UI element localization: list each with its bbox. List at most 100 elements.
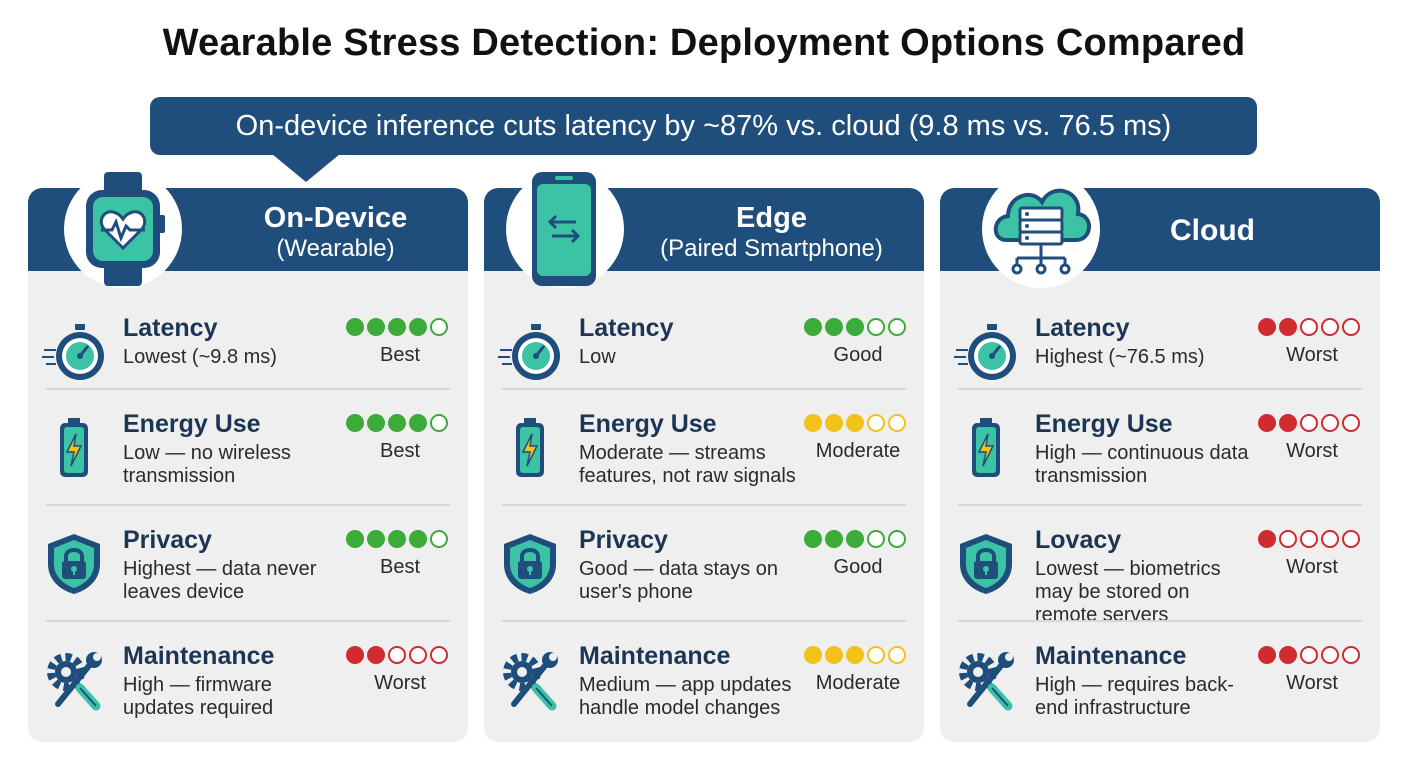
rating-dot-empty bbox=[867, 530, 885, 548]
rating-label: Best bbox=[379, 344, 421, 366]
rating-dot-filled bbox=[367, 646, 385, 664]
rating-dot-empty bbox=[888, 414, 906, 432]
rating-dot-empty bbox=[1342, 530, 1360, 548]
rating-dots bbox=[346, 414, 448, 432]
metric-row: Maintenance High — requires back-end infr… bbox=[940, 642, 1380, 742]
battery-icon bbox=[498, 416, 562, 480]
metric-description: Highest (~76.5 ms) bbox=[1035, 346, 1205, 368]
rating-dot-empty bbox=[430, 318, 448, 336]
card-on-device: On-Device (Wearable) Latency Lowest (~9.8… bbox=[28, 188, 468, 742]
metric-title: Energy Use bbox=[123, 410, 261, 438]
shield-lock-icon bbox=[498, 532, 562, 596]
rating-label: Worst bbox=[1286, 344, 1338, 366]
rating-dots bbox=[1258, 530, 1360, 548]
rating-dots bbox=[804, 414, 906, 432]
rating-dot-filled bbox=[825, 318, 843, 336]
rating-label: Good bbox=[833, 556, 883, 578]
metric-description: Medium — app updates handle model change… bbox=[579, 674, 792, 719]
row-divider bbox=[958, 504, 1362, 506]
rating-dot-filled bbox=[846, 646, 864, 664]
metric-description: Moderate — streams features, not raw sig… bbox=[579, 442, 796, 487]
rating-dot-filled bbox=[388, 318, 406, 336]
rating-dots bbox=[804, 530, 906, 548]
rating-dot-empty bbox=[1321, 646, 1339, 664]
rating-dot-empty bbox=[1321, 530, 1339, 548]
rating-dot-empty bbox=[867, 646, 885, 664]
rating-dot-filled bbox=[367, 318, 385, 336]
rating-dots bbox=[1258, 646, 1360, 664]
card-title: On-Device bbox=[263, 202, 408, 234]
metric-row: Latency Low Good bbox=[484, 314, 924, 426]
metric-description: High — firmware updates required bbox=[123, 674, 274, 719]
rating-dots bbox=[346, 530, 448, 548]
metric-title: Energy Use bbox=[579, 410, 717, 438]
metric-title: Maintenance bbox=[123, 642, 275, 670]
metric-title: Privacy bbox=[579, 526, 668, 554]
row-divider bbox=[502, 620, 906, 622]
rating-dot-filled bbox=[1258, 318, 1276, 336]
rating-dots bbox=[804, 646, 906, 664]
rating-dot-empty bbox=[430, 530, 448, 548]
rating-dot-empty bbox=[1300, 646, 1318, 664]
page-title: Wearable Stress Detection: Deployment Op… bbox=[162, 22, 1246, 64]
metric-title: Lovacy bbox=[1035, 526, 1122, 554]
rating-dot-filled bbox=[388, 530, 406, 548]
rating-dot-empty bbox=[1321, 414, 1339, 432]
gear-wrench-icon bbox=[42, 648, 106, 712]
metric-description: Low bbox=[579, 346, 616, 368]
rating-label: Worst bbox=[1286, 440, 1338, 462]
rating-label: Best bbox=[379, 440, 421, 462]
metric-description: Good — data stays on user's phone bbox=[579, 558, 779, 603]
rating-dot-empty bbox=[888, 318, 906, 336]
rating-dots bbox=[1258, 414, 1360, 432]
rating-dot-filled bbox=[409, 530, 427, 548]
metric-row: Latency Highest (~76.5 ms) Worst bbox=[940, 314, 1380, 426]
rating-dot-filled bbox=[1279, 646, 1297, 664]
key-finding-banner: On-device inference cuts latency by ~87%… bbox=[150, 97, 1257, 155]
battery-icon bbox=[42, 416, 106, 480]
rating-dot-filled bbox=[367, 414, 385, 432]
stopwatch-icon bbox=[42, 320, 106, 384]
rating-dot-empty bbox=[1300, 530, 1318, 548]
rating-dot-filled bbox=[825, 414, 843, 432]
rating-dot-filled bbox=[1258, 414, 1276, 432]
banner-pointer bbox=[272, 154, 340, 182]
gear-wrench-icon bbox=[954, 648, 1018, 712]
metric-title: Latency bbox=[123, 314, 218, 342]
rating-dot-filled bbox=[346, 414, 364, 432]
rating-dot-filled bbox=[825, 646, 843, 664]
rating-dot-filled bbox=[1258, 646, 1276, 664]
row-divider bbox=[502, 504, 906, 506]
metric-row: Energy Use Low — no wireless transmission… bbox=[28, 410, 468, 522]
metric-title: Energy Use bbox=[1035, 410, 1173, 438]
rating-dot-filled bbox=[804, 530, 822, 548]
rating-dot-filled bbox=[1258, 530, 1276, 548]
metric-title: Latency bbox=[579, 314, 674, 342]
metric-row: Maintenance Medium — app updates handle m… bbox=[484, 642, 924, 742]
metric-title: Latency bbox=[1035, 314, 1130, 342]
metric-description: Low — no wireless transmission bbox=[123, 442, 291, 487]
rating-dot-filled bbox=[1279, 414, 1297, 432]
rating-dot-empty bbox=[888, 530, 906, 548]
metric-description: High — requires back-end infrastructure bbox=[1035, 674, 1234, 719]
rating-label: Worst bbox=[374, 672, 426, 694]
rating-dot-filled bbox=[367, 530, 385, 548]
row-divider bbox=[46, 388, 450, 390]
rating-dot-filled bbox=[804, 318, 822, 336]
row-divider bbox=[958, 620, 1362, 622]
rating-label: Moderate bbox=[815, 672, 901, 694]
row-divider bbox=[958, 388, 1362, 390]
rating-dot-empty bbox=[867, 318, 885, 336]
rating-dot-filled bbox=[804, 414, 822, 432]
rating-dot-filled bbox=[346, 318, 364, 336]
shield-lock-icon bbox=[42, 532, 106, 596]
rating-label: Good bbox=[833, 344, 883, 366]
rating-dot-filled bbox=[804, 646, 822, 664]
rating-dot-filled bbox=[388, 414, 406, 432]
metric-row: Energy Use Moderate — streams features, n… bbox=[484, 410, 924, 522]
metric-title: Maintenance bbox=[1035, 642, 1187, 670]
rating-dot-empty bbox=[430, 646, 448, 664]
card-title: Cloud bbox=[1170, 214, 1255, 247]
metric-row: Lovacy Lowest — biometrics may be stored … bbox=[940, 526, 1380, 638]
smartphone-transfer-icon bbox=[506, 170, 624, 288]
